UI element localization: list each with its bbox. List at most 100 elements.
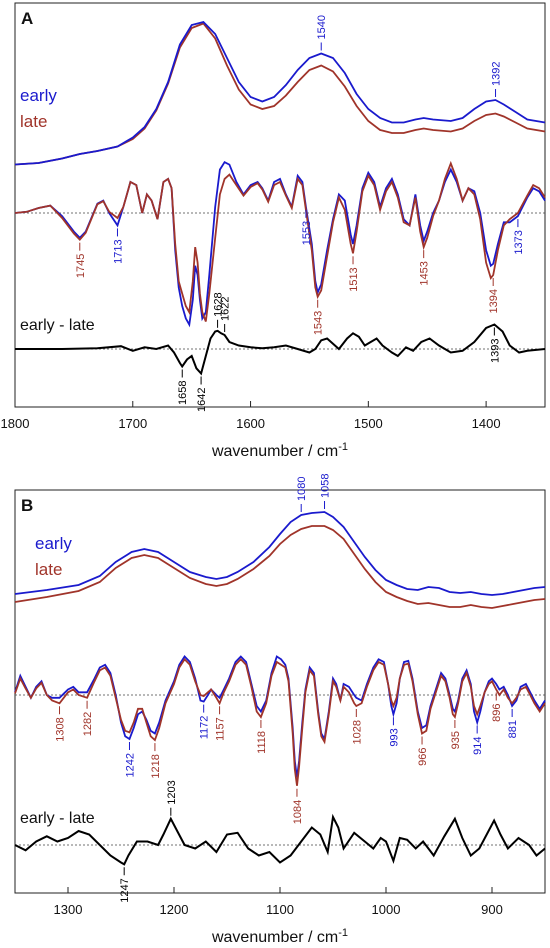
legend-late-label: late — [20, 112, 47, 131]
peak-label-text: 1394 — [488, 289, 500, 313]
peak-label-text: 1628 — [213, 292, 225, 316]
panel-a-frame — [14, 2, 546, 408]
peak-label-1622: 1622 — [220, 297, 232, 332]
peak-label-text: 1392 — [491, 62, 503, 86]
peak-label-993: 993 — [388, 717, 400, 747]
peak-label-1247: 1247 — [119, 867, 131, 903]
x-axis-title-text: wavenumber / cm — [211, 929, 338, 946]
peak-label-1393: 1393 — [489, 327, 501, 363]
peak-label-1628: 1628 — [213, 292, 225, 328]
x-axis-ticks — [67, 887, 493, 893]
peak-label-text: 966 — [417, 748, 429, 766]
x-axis-title-text: wavenumber / cm — [211, 443, 338, 460]
x-tick-label: 1700 — [118, 416, 147, 431]
peak-label-text: 1242 — [124, 753, 136, 777]
panel-a: A early late early - late 1800 1700 1600 15… — [1, 2, 546, 460]
absorbance-early-line — [14, 20, 546, 166]
peak-label-text: 1084 — [292, 800, 304, 824]
peak-label-text: 1247 — [119, 878, 131, 902]
peak-label-966: 966 — [417, 736, 429, 766]
peak-label-text: 1080 — [296, 477, 308, 501]
peak-label-935: 935 — [450, 720, 462, 749]
x-tick-label: 1500 — [354, 416, 383, 431]
peak-label-text: 1058 — [320, 474, 332, 498]
peak-label-1453: 1453 — [419, 250, 431, 286]
peak-label-1242: 1242 — [124, 742, 136, 777]
legend-early-label: early — [35, 534, 72, 553]
peak-label-1084: 1084 — [292, 788, 304, 824]
peak-label-1513: 1513 — [348, 256, 360, 292]
panel-a-label: A — [21, 9, 33, 28]
peak-label-text: 914 — [472, 737, 484, 755]
x-tick-label: 1100 — [266, 902, 294, 917]
difference-line — [14, 813, 546, 866]
peak-label-1373: 1373 — [513, 219, 525, 255]
peak-label-1553: 1553 — [301, 209, 313, 245]
peak-label-1080: 1080 — [296, 477, 308, 512]
peak-label-1157: 1157 — [215, 706, 227, 741]
absorbance-late-line — [14, 22, 546, 166]
peak-label-1540: 1540 — [316, 15, 328, 51]
peak-label-1713: 1713 — [112, 228, 124, 264]
peak-label-text: 881 — [507, 720, 519, 738]
peak-label-text: 1540 — [316, 15, 328, 39]
peak-labels: 1080 1058 1308 1282 1242 1218 1172 1157 1118 1084… — [55, 474, 520, 903]
peak-label-1058: 1058 — [320, 474, 332, 509]
peak-label-896: 896 — [491, 692, 503, 722]
difference-label: early - late — [20, 317, 95, 334]
peak-label-text: 1373 — [513, 230, 525, 254]
x-axis-title-superscript: -1 — [338, 927, 348, 939]
peak-label-1642: 1642 — [196, 376, 208, 412]
panel-b-label: B — [21, 496, 33, 515]
peak-label-1392: 1392 — [491, 62, 503, 97]
peak-label-text: 1172 — [199, 716, 211, 740]
peak-label-text: 1622 — [220, 297, 232, 321]
peak-label-1658: 1658 — [177, 369, 189, 405]
peak-label-text: 1218 — [150, 754, 162, 778]
peak-label-text: 1157 — [215, 717, 227, 741]
peak-label-text: 935 — [450, 731, 462, 749]
x-tick-label: 1400 — [472, 416, 501, 431]
difference-label: early - late — [20, 810, 95, 827]
baselines — [15, 694, 545, 846]
peak-labels: 1540 1392 1745 1713 1553 1543 1513 1453 1394 1373… — [75, 15, 525, 412]
peak-label-1308: 1308 — [55, 706, 67, 742]
x-tick-label: 1300 — [54, 902, 83, 917]
peak-label-914: 914 — [472, 725, 484, 755]
x-axis-tick-labels: 1800 1700 1600 1500 1400 — [1, 416, 501, 431]
panel-b: B early late early - late 1300 1200 1100 10… — [14, 474, 546, 946]
x-axis-title: wavenumber / cm-1 — [211, 927, 348, 946]
peak-label-text: 1745 — [75, 254, 87, 278]
peak-label-text: 1308 — [55, 717, 67, 741]
peak-label-text: 993 — [388, 728, 400, 746]
absorbance-late-line — [14, 525, 546, 609]
peak-label-text: 1282 — [82, 712, 94, 736]
x-tick-label: 1800 — [1, 416, 30, 431]
svg-text:wavenumber / cm-1: wavenumber / cm-1 — [211, 441, 348, 460]
x-tick-label: 900 — [481, 902, 503, 917]
svg-text:wavenumber / cm-1: wavenumber / cm-1 — [211, 927, 348, 946]
peak-label-text: 1513 — [348, 267, 360, 291]
peak-label-881: 881 — [507, 709, 519, 738]
series — [14, 20, 546, 376]
peak-label-1394: 1394 — [488, 278, 500, 313]
peak-label-1028: 1028 — [351, 709, 363, 744]
peak-label-1543: 1543 — [313, 299, 325, 335]
absorbance-early-line — [14, 511, 546, 596]
peak-label-text: 1453 — [419, 261, 431, 285]
peak-label-1745: 1745 — [75, 242, 87, 278]
peak-label-1118: 1118 — [256, 720, 268, 754]
legend-late-label: late — [35, 560, 62, 579]
derivative-late-line — [14, 160, 546, 322]
legend-early-label: early — [20, 86, 57, 105]
peak-label-text: 1553 — [301, 221, 313, 245]
baselines — [15, 212, 545, 350]
x-tick-label: 1600 — [236, 416, 265, 431]
x-axis-tick-labels: 1300 1200 1100 1000 900 — [54, 902, 503, 917]
x-axis-title-superscript: -1 — [338, 441, 348, 453]
series — [14, 511, 546, 866]
derivative-late-line — [14, 657, 546, 786]
peak-label-text: 1642 — [196, 388, 208, 412]
x-axis-ticks — [14, 401, 487, 407]
